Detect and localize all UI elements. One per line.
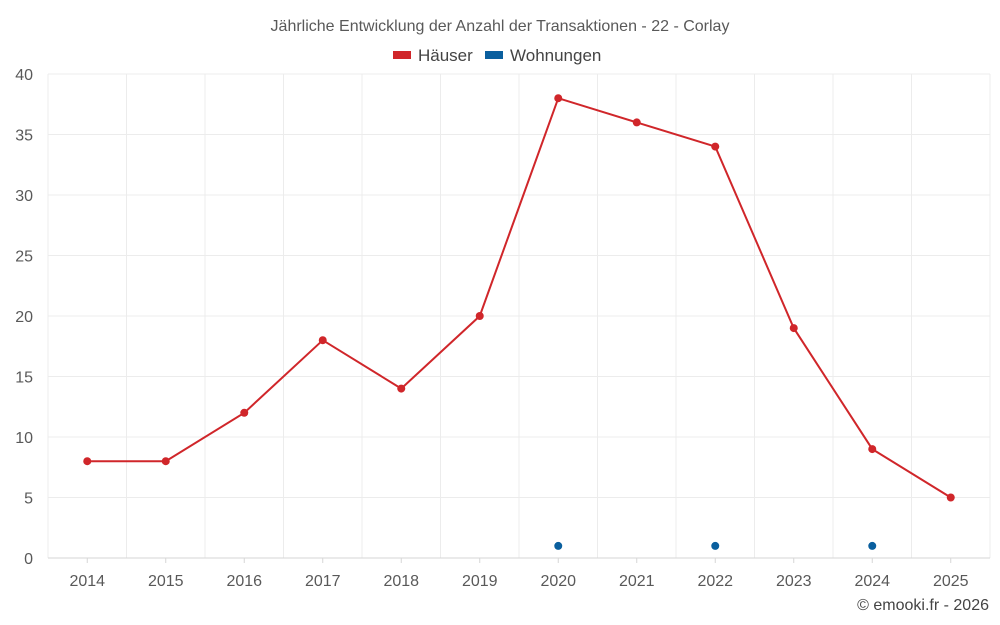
legend-swatch-wohnungen	[485, 51, 503, 59]
y-tick-label: 40	[15, 67, 33, 84]
data-point-haeuser[interactable]	[554, 94, 563, 103]
y-tick-label: 20	[15, 309, 33, 326]
data-point-haeuser[interactable]	[83, 457, 92, 466]
x-tick-label: 2014	[69, 573, 105, 590]
data-point-wohnungen[interactable]	[711, 541, 720, 550]
y-tick-label: 0	[24, 551, 33, 568]
x-tick-label: 2016	[226, 573, 262, 590]
x-tick-label: 2018	[383, 573, 419, 590]
x-tick-label: 2025	[933, 573, 969, 590]
legend-item-wohnungen[interactable]: Wohnungen	[485, 46, 601, 65]
legend-label-haeuser: Häuser	[418, 46, 473, 65]
footer-copyright: © emooki.fr - 2026	[857, 597, 989, 614]
data-point-haeuser[interactable]	[632, 118, 641, 127]
data-point-haeuser[interactable]	[240, 408, 249, 417]
data-point-haeuser[interactable]	[789, 324, 798, 333]
gridlines	[47, 73, 991, 558]
x-tick-label: 2015	[148, 573, 184, 590]
x-tick-label: 2019	[462, 573, 498, 590]
y-tick-label: 10	[15, 430, 33, 447]
data-point-haeuser[interactable]	[161, 457, 170, 466]
y-tick-label: 30	[15, 188, 33, 205]
y-tick-label: 15	[15, 370, 33, 387]
data-point-wohnungen[interactable]	[554, 541, 563, 550]
x-tick-label: 2024	[854, 573, 890, 590]
x-tick-label: 2020	[540, 573, 576, 590]
legend-item-haeuser[interactable]: Häuser	[393, 46, 473, 65]
x-tick-label: 2022	[697, 573, 733, 590]
x-tick-label: 2023	[776, 573, 812, 590]
y-tick-label: 25	[15, 249, 33, 266]
y-tick-label: 35	[15, 128, 33, 145]
y-tick-label: 5	[24, 491, 33, 508]
data-point-haeuser[interactable]	[475, 312, 484, 320]
legend: Häuser Wohnungen	[393, 46, 601, 65]
legend-label-wohnungen: Wohnungen	[510, 46, 601, 65]
x-tick-label: 2021	[619, 573, 655, 590]
data-point-haeuser[interactable]	[318, 336, 327, 345]
data-point-haeuser[interactable]	[946, 493, 955, 502]
chart-title: Jährliche Entwicklung der Anzahl der Tra…	[271, 18, 730, 35]
legend-swatch-haeuser	[393, 51, 411, 59]
data-point-haeuser[interactable]	[397, 384, 406, 393]
data-point-haeuser[interactable]	[868, 445, 877, 454]
series	[83, 94, 955, 550]
data-point-wohnungen[interactable]	[868, 541, 877, 550]
x-tick-label: 2017	[305, 573, 341, 590]
series-line-haeuser	[87, 96, 952, 499]
data-point-haeuser[interactable]	[711, 142, 720, 151]
